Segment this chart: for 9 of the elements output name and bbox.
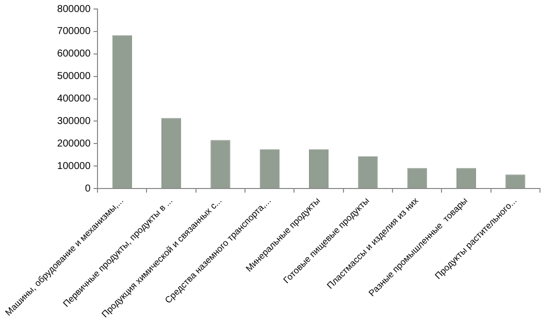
- y-tick-label: 800000: [57, 4, 91, 15]
- y-tick-label: 500000: [57, 71, 91, 82]
- y-tick-label: 0: [84, 183, 91, 194]
- y-tick-label: 200000: [57, 138, 91, 150]
- y-tick-label: 400000: [57, 94, 91, 105]
- y-tick-label: 700000: [57, 26, 91, 38]
- y-tick-label: 600000: [57, 48, 91, 60]
- y-tick-label: 300000: [57, 116, 91, 127]
- y-tick-label: 100000: [57, 160, 91, 172]
